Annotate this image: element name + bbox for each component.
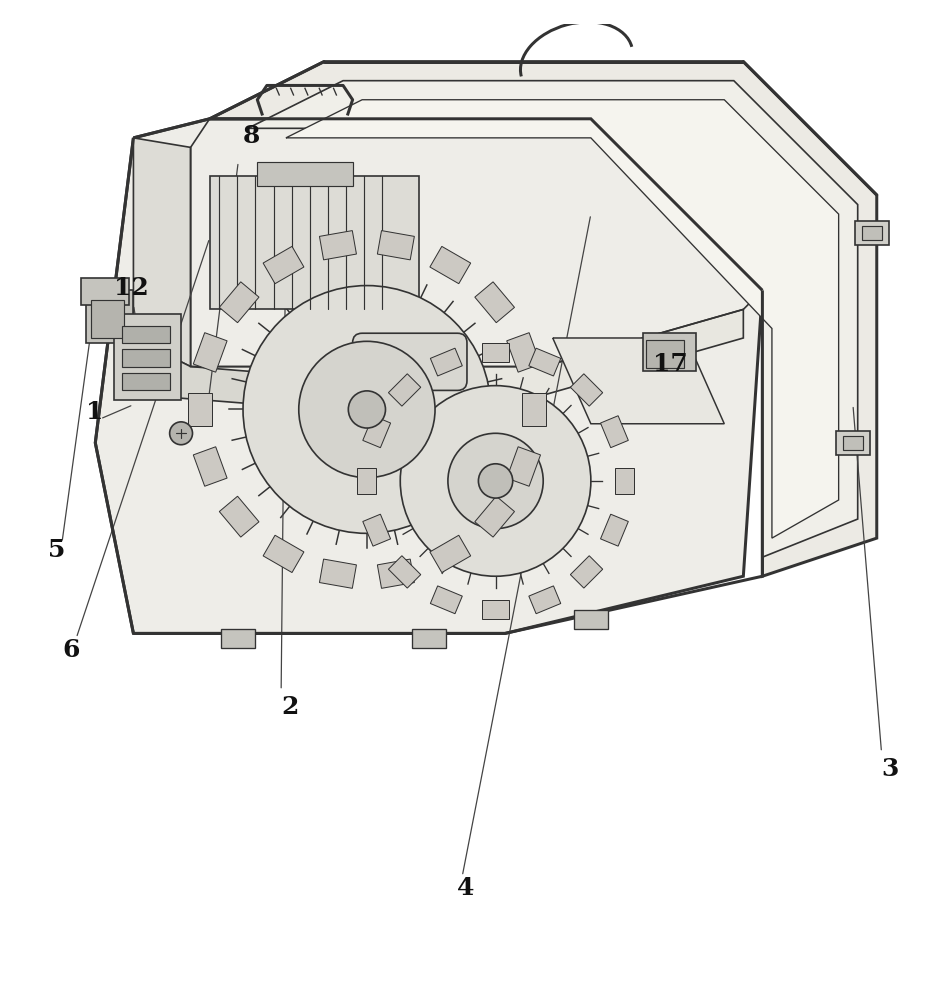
Bar: [188, 393, 212, 426]
Bar: [388, 556, 421, 588]
Circle shape: [299, 341, 434, 478]
PathPatch shape: [248, 81, 857, 557]
Bar: [357, 468, 376, 494]
Bar: [569, 556, 602, 588]
Circle shape: [243, 286, 490, 533]
Text: 2: 2: [281, 695, 298, 719]
Bar: [363, 514, 390, 546]
Circle shape: [348, 391, 385, 428]
Bar: [482, 343, 508, 362]
Bar: [363, 416, 390, 448]
Bar: [221, 629, 255, 648]
Bar: [528, 586, 560, 614]
Text: 8: 8: [243, 124, 260, 148]
Bar: [193, 333, 227, 372]
Bar: [429, 246, 470, 284]
Bar: [219, 496, 259, 537]
Text: 3: 3: [881, 757, 898, 781]
Bar: [81, 278, 129, 305]
Bar: [193, 447, 227, 486]
Bar: [482, 600, 508, 619]
Bar: [257, 162, 352, 186]
Bar: [842, 436, 863, 450]
Circle shape: [400, 386, 590, 576]
Bar: [573, 610, 607, 629]
Bar: [474, 496, 514, 537]
Circle shape: [169, 422, 192, 445]
Bar: [263, 246, 304, 284]
Bar: [861, 226, 882, 240]
Bar: [506, 447, 540, 486]
Bar: [522, 393, 545, 426]
PathPatch shape: [286, 100, 838, 538]
Bar: [114, 314, 181, 400]
Bar: [377, 559, 414, 588]
Bar: [209, 176, 419, 309]
Text: 12: 12: [114, 276, 149, 300]
PathPatch shape: [133, 138, 190, 367]
PathPatch shape: [133, 338, 543, 424]
Bar: [219, 282, 259, 323]
PathPatch shape: [190, 309, 743, 395]
Text: 1: 1: [86, 400, 103, 424]
Bar: [430, 586, 462, 614]
Bar: [835, 431, 869, 455]
Bar: [430, 348, 462, 376]
Text: 4: 4: [457, 876, 474, 900]
Bar: [122, 326, 169, 343]
Text: 17: 17: [652, 352, 686, 376]
Bar: [411, 629, 446, 648]
Bar: [474, 282, 514, 323]
Bar: [122, 349, 169, 367]
Bar: [377, 231, 414, 260]
Bar: [429, 535, 470, 573]
Bar: [90, 300, 124, 338]
Bar: [528, 348, 560, 376]
Text: 5: 5: [48, 538, 65, 562]
Bar: [319, 231, 356, 260]
PathPatch shape: [209, 62, 876, 576]
Bar: [600, 514, 627, 546]
Bar: [263, 535, 304, 573]
PathPatch shape: [552, 338, 724, 424]
Bar: [86, 290, 133, 343]
Bar: [614, 468, 633, 494]
PathPatch shape: [95, 119, 762, 633]
Bar: [122, 373, 169, 390]
FancyBboxPatch shape: [352, 333, 466, 390]
Bar: [319, 559, 356, 588]
Text: 6: 6: [62, 638, 79, 662]
Bar: [506, 333, 540, 372]
Bar: [569, 374, 602, 406]
Bar: [388, 374, 421, 406]
Bar: [854, 221, 888, 245]
Circle shape: [447, 433, 543, 529]
Bar: [600, 416, 627, 448]
Bar: [645, 340, 684, 368]
Circle shape: [478, 464, 512, 498]
Bar: [643, 333, 695, 371]
